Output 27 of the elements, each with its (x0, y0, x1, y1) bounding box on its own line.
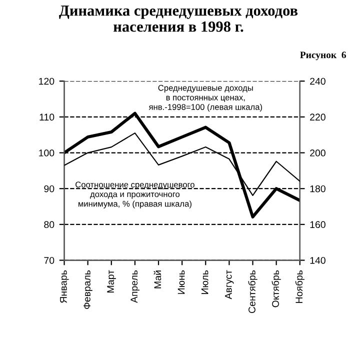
y-tick-label: 70 (44, 256, 54, 264)
chart-title: Динамика среднедушевых доходов населения в 1998 г. (59, 6, 298, 32)
annotation: Среднедушевые доходы в постоянных ценах, янв.-1998=100 (левая шкала) (148, 84, 262, 112)
y2-tick-label: 200 (310, 150, 326, 156)
y-tick-label: 120 (39, 78, 54, 85)
y-tick-label: 100 (39, 150, 54, 156)
x-tick-label: Июль (201, 270, 208, 294)
x-tick-label: Май (154, 270, 162, 288)
text: Рисунок 6 (300, 52, 346, 60)
x-tick-label: Февраль (84, 270, 92, 309)
x-tick-label: Июнь (178, 270, 185, 294)
y2-tick-label: 240 (310, 78, 326, 85)
y2-tick-label: 140 (310, 256, 326, 264)
y-tick-label: 90 (44, 185, 54, 192)
x-tick-label: Март (107, 270, 116, 292)
y2-tick-label: 160 (310, 221, 326, 228)
x-tick-label: Август (225, 270, 234, 300)
x-tick-label: Октябрь (272, 270, 281, 308)
y-tick-label: 80 (44, 221, 54, 228)
annotation: Соотношение среднедушевого дохода и прожиточного минимума, % (правая шкала) (76, 182, 194, 208)
x-tick-label: Сентябрь (248, 270, 258, 314)
x-tick-label: Январь (60, 270, 69, 303)
x-tick-label: Апрель (130, 270, 140, 303)
y2-tick-label: 220 (310, 114, 326, 121)
y2-tick-label: 180 (310, 185, 326, 192)
y-tick-label: 110 (40, 114, 54, 121)
x-tick-label: Ноябрь (295, 270, 304, 303)
